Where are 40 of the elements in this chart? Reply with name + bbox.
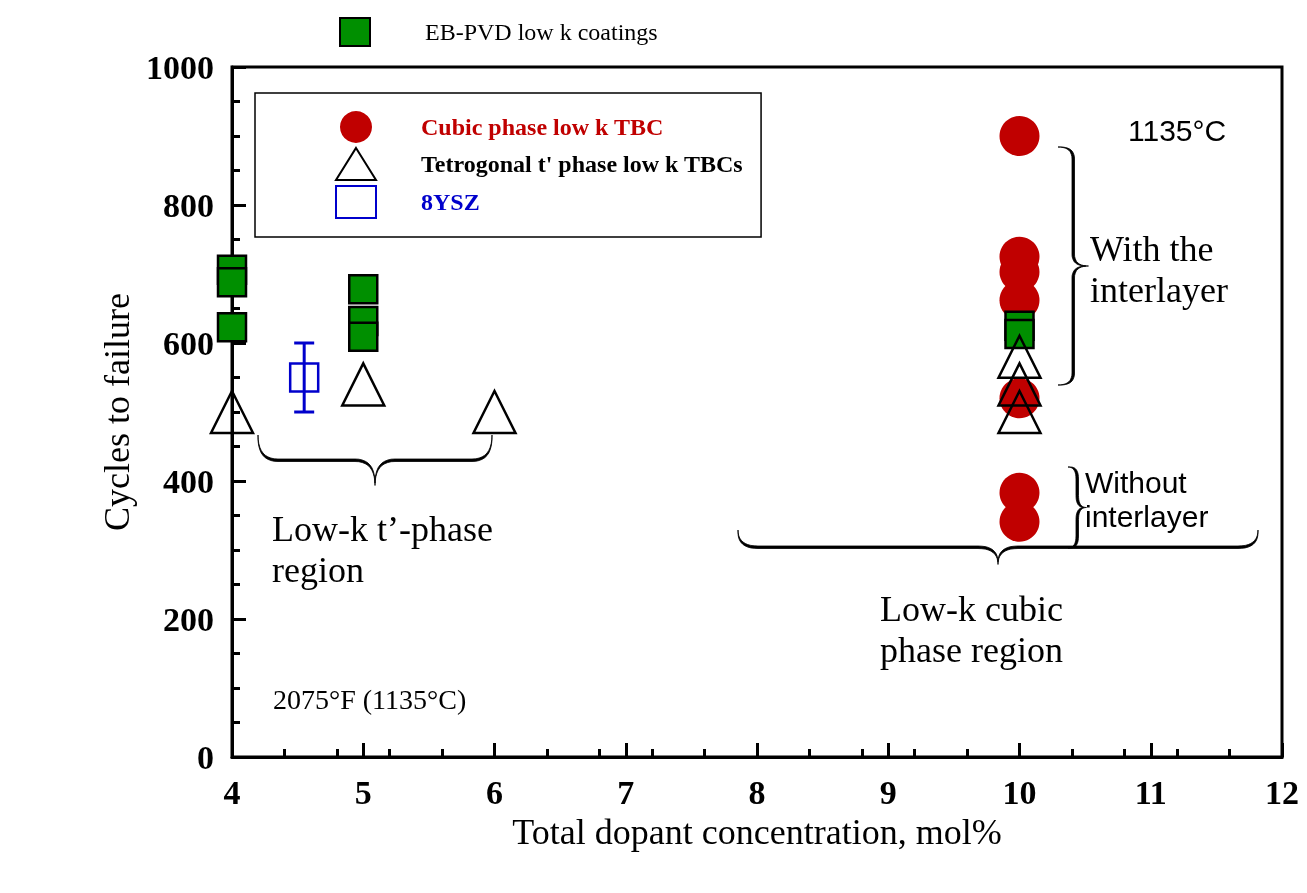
legend-label: Tetrogonal t' phase low k TBCs — [421, 151, 743, 177]
x-tick-label: 7 — [617, 773, 635, 811]
x-tick-label: 4 — [223, 773, 241, 811]
x-tick-label: 12 — [1265, 773, 1299, 811]
point — [288, 362, 320, 393]
point — [997, 389, 1042, 435]
x-tick-label: 11 — [1134, 773, 1167, 811]
point — [1004, 318, 1035, 350]
legend-label: EB-PVD low k coatings — [425, 19, 658, 45]
x-tick-label: 5 — [354, 773, 372, 811]
point — [216, 267, 248, 298]
y-tick-label: 600 — [163, 324, 214, 362]
point — [348, 273, 379, 305]
y-tick-label: 800 — [163, 186, 214, 224]
annotation: 2075°F (1135°C) — [273, 683, 467, 715]
y-tick-label: 200 — [163, 600, 214, 638]
point — [216, 311, 248, 343]
point — [341, 362, 386, 407]
point — [472, 389, 517, 435]
x-tick-label: 9 — [879, 773, 897, 811]
point — [997, 362, 1042, 407]
legend-label: 8YSZ — [421, 189, 480, 215]
y-tick-label: 0 — [197, 738, 214, 776]
point — [999, 116, 1040, 156]
point — [997, 334, 1042, 380]
y-axis-title: Cycles to failure — [97, 293, 138, 531]
y-tick-label: 1000 — [146, 48, 214, 86]
legend-label: Cubic phase low k TBC — [421, 114, 664, 140]
x-axis-title: Total dopant concentration, mol% — [512, 811, 1002, 852]
annotation: Low-k cubic phase region — [880, 588, 1072, 671]
point — [348, 321, 379, 353]
point — [209, 389, 255, 435]
annotation: Without interlayer — [1085, 465, 1209, 534]
y-tick-label: 400 — [163, 462, 214, 500]
x-tick-label: 8 — [748, 773, 766, 811]
annotation: With the interlayer — [1090, 228, 1228, 311]
annotation: Low-k t’-phase region — [272, 508, 502, 591]
x-tick-label: 6 — [486, 773, 503, 811]
x-tick-label: 10 — [1002, 773, 1037, 811]
annotation: 1135°C — [1128, 113, 1227, 147]
